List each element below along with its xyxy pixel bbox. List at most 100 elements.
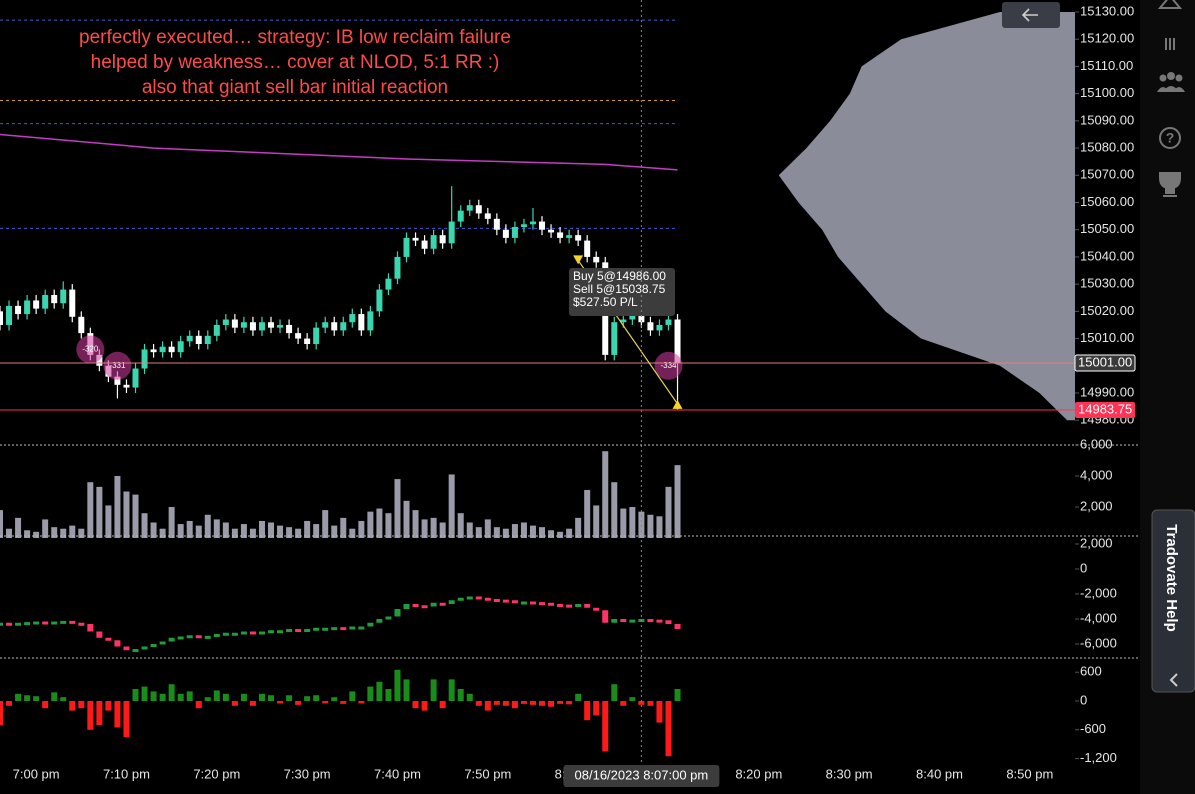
alert-icon[interactable] (1157, 0, 1183, 9)
price-marker (1074, 354, 1136, 372)
volume-bar (656, 516, 663, 538)
volume-bar (611, 482, 618, 538)
cum-delta-bar (42, 621, 49, 625)
crosshair-label-box (563, 765, 720, 787)
cum-delta-bar (557, 604, 564, 607)
volume-bar (258, 520, 265, 538)
cum-delta-bar (466, 596, 473, 600)
candle-body (548, 229, 555, 233)
delta-bar (195, 701, 202, 709)
cum-delta-bar (249, 631, 256, 635)
x-tick-label: 8:20 pm (735, 766, 782, 781)
delta-bar (51, 692, 58, 701)
candle-body (575, 235, 582, 241)
volume-bar (177, 524, 184, 538)
volume-bar (240, 524, 247, 538)
cum-delta-bar (87, 624, 94, 632)
delta-bar (286, 695, 293, 701)
y-tick-label: 0 (1080, 560, 1087, 575)
cum-delta-bar (0, 622, 3, 626)
cum-delta-bar (222, 632, 229, 636)
y-tick-label: 2,000 (1080, 498, 1113, 513)
volume-bar (629, 507, 636, 538)
candle-body (123, 384, 130, 388)
volume-bar (322, 510, 329, 538)
volume-bar (439, 522, 446, 538)
help-tab-label: Tradovate Help (1163, 524, 1180, 632)
candle-body (322, 322, 329, 328)
candle-body (331, 322, 338, 331)
candle-body (656, 324, 663, 331)
cum-delta-bar (286, 629, 293, 632)
candle-body (629, 314, 636, 320)
x-tick-label: 7:00 pm (13, 766, 60, 781)
cum-delta-bar (629, 619, 636, 623)
candle-body (430, 235, 437, 249)
cum-delta-bar (78, 622, 85, 626)
candle-body (15, 305, 22, 315)
cum-delta-bar (656, 619, 663, 623)
x-tick-label: 8:40 pm (916, 766, 963, 781)
volume-bar (159, 528, 166, 538)
delta-bar (611, 684, 618, 701)
price-marker-label: 14983.75 (1078, 401, 1132, 416)
help-icon[interactable] (1159, 127, 1181, 149)
candle-body (484, 213, 491, 219)
cum-delta-bar (51, 621, 58, 625)
candle-body (304, 338, 311, 344)
cum-delta-bar (548, 602, 555, 606)
volume-bar (304, 520, 311, 538)
volume-bar (313, 524, 320, 538)
cum-delta-bar (511, 600, 518, 604)
volume-bar (277, 525, 284, 538)
cum-delta-bar (24, 622, 31, 626)
cum-delta-bar (231, 632, 238, 636)
x-tick-label: 7:30 pm (284, 766, 331, 781)
candle-body (511, 226, 518, 238)
menu-icon[interactable] (1165, 38, 1175, 50)
trophy-icon[interactable] (1159, 172, 1181, 197)
volume-bar (620, 508, 627, 538)
help-tab[interactable] (1151, 509, 1195, 693)
candle-body (249, 322, 256, 331)
volume-bar (340, 517, 347, 538)
cum-delta-bar (674, 624, 681, 629)
delta-bar (60, 697, 67, 701)
candle-body (403, 237, 410, 257)
delta-bar (322, 701, 329, 704)
delta-bar (213, 690, 220, 701)
volume-bar (15, 517, 22, 538)
candle-body (168, 346, 175, 353)
delta-bubble (76, 335, 105, 364)
trade-tooltip-line: Buy 5@14986.00 (573, 269, 666, 283)
candle-body (502, 229, 509, 238)
volume-bar (87, 482, 94, 538)
community-icon[interactable] (1157, 72, 1185, 92)
volume-bar (602, 451, 609, 538)
delta-bar (105, 701, 112, 711)
volume-bar (0, 510, 3, 538)
cum-delta-bar (502, 599, 509, 603)
cum-delta-bar (439, 602, 446, 606)
y-tick-label: 15110.00 (1080, 58, 1133, 73)
volume-bar (584, 489, 591, 538)
x-tick-label: 7:10 pm (103, 766, 150, 781)
delta-bar (448, 679, 455, 701)
delta-bubble (103, 351, 132, 380)
candle-body (475, 205, 482, 214)
crosshair-label: 08/16/2023 8:07:00 pm (575, 767, 709, 782)
trade-tooltip-line: Sell 5@15038.75 (573, 282, 666, 296)
y-tick-label: -1,200 (1080, 750, 1117, 765)
delta-bar (123, 701, 130, 737)
cum-delta-bar (69, 620, 76, 624)
y-tick-label: 15030.00 (1080, 276, 1134, 291)
candle-body (638, 314, 645, 323)
cum-delta-bar (349, 626, 356, 630)
cum-delta-bar (385, 616, 392, 620)
candle-body (231, 319, 238, 328)
delta-bar (114, 701, 121, 728)
volume-bar (168, 507, 175, 538)
y-tick-label: 15080.00 (1080, 140, 1134, 155)
cum-delta-bar (114, 640, 121, 647)
